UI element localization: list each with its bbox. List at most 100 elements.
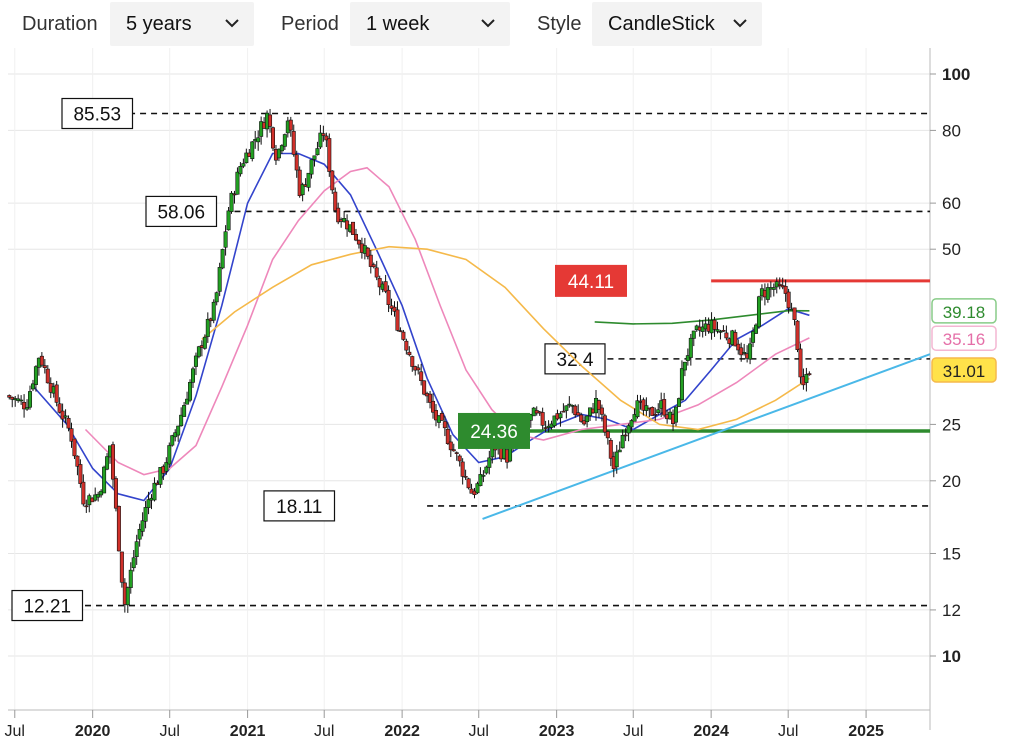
candle-body — [167, 445, 172, 465]
candle-body — [241, 163, 246, 167]
candle — [33, 365, 38, 392]
x-tick-label: Jul — [623, 723, 643, 740]
candle — [466, 477, 471, 490]
candle — [63, 409, 68, 423]
candle — [676, 397, 681, 408]
candle-body — [626, 425, 631, 434]
candle — [715, 321, 720, 334]
candle-body — [674, 406, 679, 423]
candle-body — [579, 414, 584, 422]
candle-body — [442, 421, 447, 429]
candle — [623, 428, 628, 442]
candle — [128, 562, 133, 594]
candle — [754, 323, 759, 334]
candle-body — [641, 399, 646, 411]
candle-body — [96, 493, 101, 498]
candle — [454, 451, 459, 461]
candle — [57, 397, 62, 414]
candle — [42, 359, 47, 374]
candle — [140, 512, 145, 537]
candle-body — [214, 292, 219, 303]
x-tick-label: 2022 — [384, 723, 420, 740]
y-tick-label: 15 — [942, 545, 961, 564]
candle-body — [229, 192, 234, 212]
candle — [374, 260, 379, 281]
style-select[interactable]: CandleStick — [592, 2, 762, 46]
value-badge-box — [931, 325, 997, 351]
candle-body — [383, 281, 388, 292]
candle-body — [33, 366, 38, 385]
period-select[interactable]: 1 week — [350, 2, 510, 46]
candle-body — [190, 368, 195, 383]
candle-body — [481, 474, 486, 477]
level-label: 12.21 — [11, 589, 84, 622]
candle-body — [614, 451, 619, 468]
level-label-text: 12.21 — [23, 597, 71, 618]
candle-body — [401, 331, 406, 340]
candle — [365, 246, 370, 260]
candle-body — [60, 410, 65, 420]
period-label: Period — [281, 13, 339, 35]
x-tick-label: Jul — [5, 723, 25, 740]
candle — [306, 172, 311, 192]
candle — [113, 476, 118, 512]
candle-body — [682, 361, 687, 371]
candle — [259, 116, 264, 145]
candle-body — [428, 393, 433, 403]
candle-body — [152, 482, 157, 501]
candle — [226, 206, 231, 231]
candle-body — [125, 587, 130, 606]
candle — [736, 339, 741, 355]
candle-body — [131, 557, 136, 569]
x-tick-label: Jul — [159, 723, 179, 740]
candle-body — [552, 415, 557, 427]
candle-body — [119, 551, 124, 583]
candle-body — [78, 464, 83, 484]
resistance-label-box — [555, 264, 627, 297]
candle — [158, 466, 163, 488]
candle — [318, 124, 323, 150]
candle — [410, 355, 415, 372]
value-badge: 35.16 — [931, 325, 997, 351]
candle — [422, 380, 427, 396]
candle-body — [422, 380, 427, 395]
candle — [742, 343, 747, 356]
candle — [202, 334, 207, 350]
candle — [712, 316, 717, 337]
candle — [487, 450, 492, 475]
candle-body — [22, 401, 27, 410]
candle — [188, 379, 193, 403]
candle-body — [342, 218, 347, 223]
candle-body — [102, 466, 107, 494]
candle-body — [309, 159, 314, 175]
x-tick-label: 2025 — [848, 723, 884, 740]
candle-body — [377, 278, 382, 288]
candle — [786, 288, 791, 314]
candle — [16, 394, 21, 403]
candle-body — [786, 291, 791, 309]
candle-body — [807, 373, 812, 376]
duration-select[interactable]: 5 years — [110, 2, 254, 46]
candle-body — [28, 391, 33, 408]
candle-body — [777, 283, 782, 286]
candle — [60, 403, 65, 428]
candle-body — [585, 415, 590, 423]
y-tick-label: 20 — [942, 472, 961, 491]
candle — [407, 346, 412, 357]
candle-body — [271, 127, 276, 149]
candle — [291, 124, 296, 157]
candle — [679, 360, 684, 402]
candle-body — [386, 289, 391, 306]
candle — [599, 404, 604, 422]
candle-body — [792, 307, 797, 320]
candle-body — [140, 520, 145, 532]
candle-body — [7, 395, 12, 398]
candle — [146, 491, 151, 515]
support-label-box — [458, 412, 530, 449]
candle-body — [804, 374, 809, 383]
style-value: CandleStick — [608, 13, 715, 35]
candle-body — [398, 330, 403, 332]
candle-body — [291, 131, 296, 155]
candle-body — [748, 343, 753, 360]
